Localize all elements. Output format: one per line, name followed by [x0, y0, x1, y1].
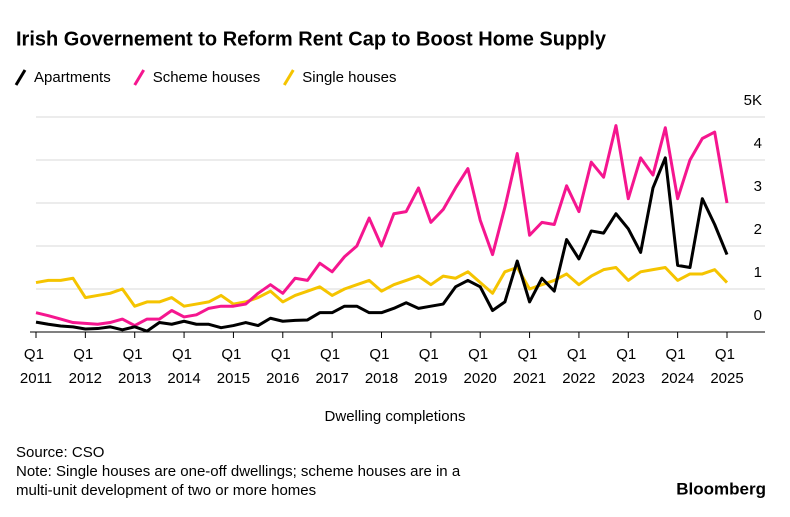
- series-line: [35, 156, 729, 333]
- legend-label: Apartments: [34, 69, 111, 86]
- x-tick-label: Q1 2016: [266, 346, 299, 387]
- y-tick-label: 1: [754, 264, 762, 281]
- x-tick-label: Q1 2019: [414, 346, 447, 387]
- y-tick-label: 4: [754, 135, 762, 152]
- x-tick-label: Q1 2020: [464, 346, 497, 387]
- series-line: [35, 266, 729, 308]
- x-tick-label: Q1 2021: [513, 346, 546, 387]
- brand: Bloomberg: [676, 479, 766, 498]
- note: Note: Single houses are one-off dwelling…: [16, 463, 461, 499]
- legend-swatch: [133, 69, 145, 86]
- legend-swatch: [14, 69, 27, 86]
- x-axis-label: Dwelling completions: [325, 408, 466, 425]
- x-tick-label: Q1 2011: [20, 346, 52, 387]
- y-tick-label: 3: [754, 178, 762, 195]
- x-tick-label: Q1 2023: [612, 346, 645, 387]
- x-tick-label: Q1 2013: [118, 346, 151, 387]
- x-tick-label: Q1 2022: [562, 346, 595, 387]
- x-tick-label: Q1 2025: [710, 346, 743, 387]
- x-tick-label: Q1 2024: [661, 346, 694, 387]
- x-tick-label: Q1 2014: [167, 346, 200, 387]
- y-tick-label: 5K: [744, 92, 762, 109]
- y-tick-label: 2: [754, 221, 762, 238]
- legend-label: Scheme houses: [153, 69, 261, 86]
- x-tick-label: Q1 2018: [365, 346, 398, 387]
- series-line: [35, 124, 729, 328]
- x-tick-label: Q1 2012: [69, 346, 102, 387]
- source: Source: CSO: [16, 444, 105, 461]
- legend-label: Single houses: [302, 69, 396, 86]
- legend-swatch: [282, 69, 295, 86]
- y-tick-label: 0: [754, 307, 762, 324]
- chart-title: Irish Governement to Reform Rent Cap to …: [16, 28, 607, 50]
- x-tick-label: Q1 2017: [315, 346, 348, 387]
- x-tick-label: Q1 2015: [217, 346, 250, 387]
